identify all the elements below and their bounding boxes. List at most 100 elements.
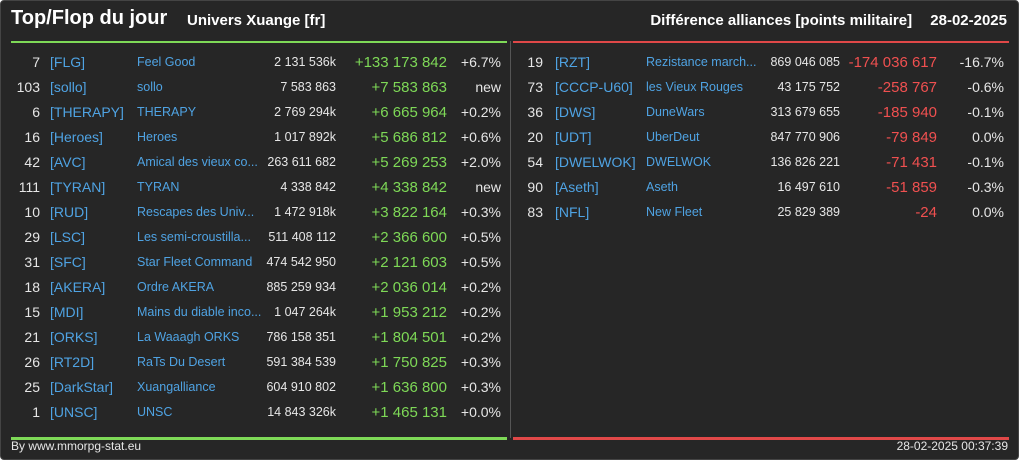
alliance-tag-link[interactable]: [CCCP-U60] bbox=[555, 79, 633, 95]
rank-cell: 31 bbox=[24, 254, 40, 270]
alliance-name-link[interactable]: UNSC bbox=[137, 405, 173, 419]
rank-cell: 54 bbox=[527, 154, 543, 170]
top-row: 1 [UNSC] UNSC 14 843 326k +1 465 131 +0.0% bbox=[11, 400, 507, 425]
alliance-tag-link[interactable]: [THERAPY] bbox=[50, 104, 124, 120]
difference-cell: -185 940 bbox=[877, 104, 937, 121]
alliance-tag-link[interactable]: [NFL] bbox=[555, 204, 590, 220]
alliance-tag-link[interactable]: [DWS] bbox=[555, 104, 596, 120]
points-cell: 885 259 934 bbox=[266, 280, 336, 294]
alliance-tag-link[interactable]: [TYRAN] bbox=[50, 179, 106, 195]
alliance-name-link[interactable]: les Vieux Rouges bbox=[646, 80, 744, 94]
alliance-tag-link[interactable]: [DarkStar] bbox=[50, 379, 114, 395]
alliance-name-link[interactable]: Star Fleet Command bbox=[137, 255, 253, 269]
header-right: Différence alliances [points militaire] … bbox=[650, 12, 1007, 29]
alliance-name-link[interactable]: Mains du diable inco... bbox=[137, 305, 262, 319]
top-row: 111 [TYRAN] TYRAN 4 338 842 +4 338 842 new bbox=[11, 175, 507, 200]
flop-row: 20 [UDT] UberDeut 847 770 906 -79 849 0.0% bbox=[513, 125, 1009, 150]
percent-cell: -0.6% bbox=[967, 79, 1004, 95]
alliance-name-link[interactable]: Ordre AKERA bbox=[137, 280, 215, 294]
rank-cell: 7 bbox=[32, 54, 40, 70]
rank-cell: 83 bbox=[527, 204, 543, 220]
alliance-name-link[interactable]: UberDeut bbox=[646, 130, 700, 144]
rank-cell: 15 bbox=[24, 304, 40, 320]
rank-cell: 6 bbox=[32, 104, 40, 120]
top-gainers-table: 7 [FLG] Feel Good 2 131 536k +133 173 842 +6.… bbox=[11, 41, 507, 440]
difference-cell: +1 750 825 bbox=[371, 354, 448, 371]
top-row: 15 [MDI] Mains du diable inco... 1 047 264k… bbox=[11, 300, 507, 325]
percent-cell: +0.3% bbox=[460, 379, 501, 395]
difference-cell: -258 767 bbox=[877, 79, 937, 96]
alliance-tag-link[interactable]: [sollo] bbox=[50, 79, 87, 95]
alliance-name-link[interactable]: DuneWars bbox=[646, 105, 705, 119]
points-cell: 263 611 682 bbox=[267, 155, 336, 169]
alliance-name-link[interactable]: TYRAN bbox=[137, 180, 180, 194]
alliance-tag-link[interactable]: [Aseth] bbox=[555, 179, 599, 195]
top-row: 29 [LSC] Les semi-croustilla... 511 408 112… bbox=[11, 225, 507, 250]
difference-cell: +3 822 164 bbox=[371, 204, 448, 221]
flop-row: 19 [RZT] Rezistance march... 869 046 085 -17… bbox=[513, 50, 1009, 75]
points-cell: 1 017 892k bbox=[274, 130, 336, 144]
difference-cell: -174 036 617 bbox=[848, 54, 937, 71]
alliance-name-link[interactable]: Xuangalliance bbox=[137, 380, 216, 394]
alliance-tag-link[interactable]: [UDT] bbox=[555, 129, 592, 145]
top-losers-table: 19 [RZT] Rezistance march... 869 046 085 -17… bbox=[513, 41, 1009, 440]
alliance-tag-link[interactable]: [RZT] bbox=[555, 54, 590, 70]
rank-cell: 42 bbox=[24, 154, 40, 170]
alliance-name-link[interactable]: La Waaagh ORKS bbox=[137, 330, 240, 344]
alliance-tag-link[interactable]: [AKERA] bbox=[50, 279, 106, 295]
alliance-tag-link[interactable]: [ORKS] bbox=[50, 329, 98, 345]
difference-cell: -79 849 bbox=[886, 129, 937, 146]
universe-subtitle: Univers Xuange [fr] bbox=[187, 12, 326, 29]
percent-cell: +0.5% bbox=[460, 229, 501, 245]
rank-cell: 90 bbox=[527, 179, 543, 195]
alliance-name-link[interactable]: Amical des vieux co... bbox=[137, 155, 258, 169]
points-cell: 4 338 842 bbox=[280, 180, 336, 194]
percent-cell: new bbox=[475, 79, 501, 95]
alliance-tag-link[interactable]: [MDI] bbox=[50, 304, 84, 320]
rank-cell: 16 bbox=[24, 129, 40, 145]
flop-row: 83 [NFL] New Fleet 25 829 389 -24 0.0% bbox=[513, 200, 1009, 225]
alliance-name-link[interactable]: sollo bbox=[137, 80, 163, 94]
points-cell: 25 829 389 bbox=[777, 205, 840, 219]
difference-cell: +5 686 812 bbox=[371, 129, 448, 146]
alliance-tag-link[interactable]: [LSC] bbox=[50, 229, 86, 245]
rank-cell: 25 bbox=[24, 379, 40, 395]
alliance-name-link[interactable]: RaTs Du Desert bbox=[137, 355, 226, 369]
points-cell: 511 408 112 bbox=[268, 230, 336, 244]
alliance-name-link[interactable]: THERAPY bbox=[137, 105, 197, 119]
points-cell: 2 769 294k bbox=[274, 105, 336, 119]
alliance-name-link[interactable]: Rescapes des Univ... bbox=[137, 205, 255, 219]
alliance-tag-link[interactable]: [AVC] bbox=[50, 154, 86, 170]
rank-cell: 73 bbox=[527, 79, 543, 95]
rank-cell: 21 bbox=[24, 329, 40, 345]
alliance-tag-link[interactable]: [RT2D] bbox=[50, 354, 95, 370]
alliance-name-link[interactable]: Les semi-croustilla... bbox=[137, 230, 251, 244]
percent-cell: +0.3% bbox=[460, 204, 501, 220]
top-row: 7 [FLG] Feel Good 2 131 536k +133 173 842 +6.… bbox=[11, 50, 507, 75]
difference-cell: +1 465 131 bbox=[371, 404, 448, 421]
flop-row: 54 [DWELWOK] DWELWOK 136 826 221 -71 431 -0.1… bbox=[513, 150, 1009, 175]
top-row: 26 [RT2D] RaTs Du Desert 591 384 539 +1 750 … bbox=[11, 350, 507, 375]
alliance-name-link[interactable]: Feel Good bbox=[137, 55, 196, 69]
points-cell: 313 679 655 bbox=[770, 105, 840, 119]
percent-cell: +0.2% bbox=[460, 104, 501, 120]
percent-cell: -16.7% bbox=[959, 54, 1004, 70]
percent-cell: +6.7% bbox=[460, 54, 501, 70]
points-cell: 847 770 906 bbox=[770, 130, 840, 144]
alliance-name-link[interactable]: Rezistance march... bbox=[646, 55, 757, 69]
alliance-tag-link[interactable]: [FLG] bbox=[50, 54, 86, 70]
alliance-tag-link[interactable]: [DWELWOK] bbox=[555, 154, 636, 170]
alliance-name-link[interactable]: Heroes bbox=[137, 130, 178, 144]
alliance-tag-link[interactable]: [RUD] bbox=[50, 204, 89, 220]
column-divider bbox=[510, 41, 511, 438]
page-title: Top/Flop du jour bbox=[11, 7, 168, 29]
difference-cell: +1 804 501 bbox=[371, 329, 448, 346]
alliance-name-link[interactable]: New Fleet bbox=[646, 205, 703, 219]
alliance-name-link[interactable]: Aseth bbox=[646, 180, 678, 194]
alliance-tag-link[interactable]: [SFC] bbox=[50, 254, 86, 270]
rank-cell: 29 bbox=[24, 229, 40, 245]
alliance-name-link[interactable]: DWELWOK bbox=[646, 155, 712, 169]
percent-cell: +0.2% bbox=[460, 279, 501, 295]
alliance-tag-link[interactable]: [UNSC] bbox=[50, 404, 98, 420]
alliance-tag-link[interactable]: [Heroes] bbox=[50, 129, 103, 145]
